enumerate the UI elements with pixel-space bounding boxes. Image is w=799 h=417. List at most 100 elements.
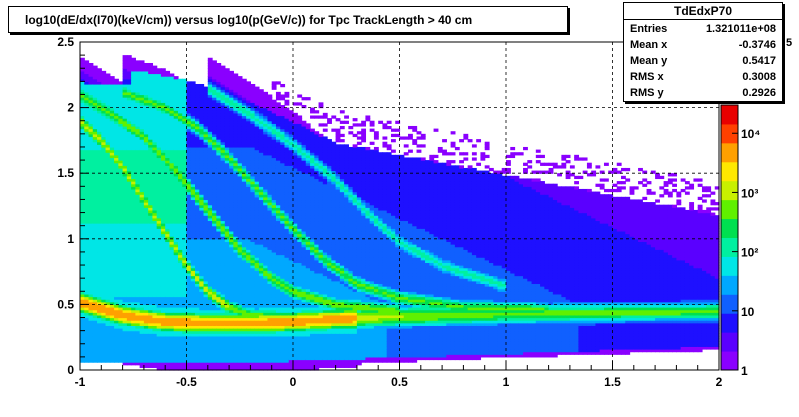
heatmap-cell xyxy=(80,349,85,353)
heatmap-cell xyxy=(131,351,136,355)
heatmap-cell xyxy=(207,194,213,198)
heatmap-cell xyxy=(105,351,111,355)
heatmap-cell xyxy=(88,238,94,243)
heatmap-cell xyxy=(97,209,102,214)
heatmap-cell xyxy=(216,209,222,214)
heatmap-cell xyxy=(263,354,269,358)
heatmap-cell xyxy=(199,191,205,195)
heatmap-cell xyxy=(229,202,234,206)
heatmap-cell xyxy=(258,191,264,195)
heatmap-cell xyxy=(263,270,269,274)
heatmap-cell xyxy=(97,183,102,187)
heatmap-cell xyxy=(195,317,200,321)
heatmap-cell xyxy=(160,286,166,290)
heatmap-cell xyxy=(88,97,94,101)
heatmap-cell xyxy=(80,167,85,172)
heatmap-cell xyxy=(254,230,260,235)
heatmap-cell xyxy=(148,293,154,298)
heatmap-cell xyxy=(199,238,205,243)
heatmap-cell xyxy=(135,280,141,285)
heatmap-cell xyxy=(160,307,166,311)
heatmap-cell xyxy=(122,133,128,138)
heatmap-cell xyxy=(118,309,124,313)
heatmap-cell xyxy=(195,249,200,253)
heatmap-cell xyxy=(131,154,136,159)
heatmap-cell xyxy=(101,351,107,355)
heatmap-cell xyxy=(148,335,154,340)
heatmap-cell xyxy=(258,317,264,321)
heatmap-cell xyxy=(173,160,179,164)
heatmap-cell xyxy=(80,233,85,237)
heatmap-cell xyxy=(139,251,145,256)
heatmap-cell xyxy=(88,359,94,363)
heatmap-cell xyxy=(186,104,192,109)
heatmap-cell xyxy=(135,362,141,366)
heatmap-cell xyxy=(118,230,124,235)
heatmap-cell xyxy=(92,162,98,166)
heatmap-cell xyxy=(220,104,226,109)
heatmap-cell xyxy=(177,283,183,287)
heatmap-cell xyxy=(207,280,213,285)
heatmap-cell xyxy=(241,91,247,96)
heatmap-cell xyxy=(152,254,158,258)
heatmap-cell xyxy=(203,299,209,303)
heatmap-cell xyxy=(165,341,171,345)
heatmap-cell xyxy=(199,246,205,250)
heatmap-cell xyxy=(233,283,239,287)
heatmap-cell xyxy=(250,165,256,169)
heatmap-cell xyxy=(109,356,115,361)
heatmap-cell xyxy=(203,220,209,224)
heatmap-cell xyxy=(207,133,213,138)
heatmap-cell xyxy=(258,183,264,187)
heatmap-cell xyxy=(105,280,111,285)
heatmap-cell xyxy=(114,230,119,235)
heatmap-cell xyxy=(195,238,200,243)
heatmap-cell xyxy=(139,244,145,248)
heatmap-cell xyxy=(190,356,196,361)
heatmap-cell xyxy=(250,141,256,145)
heatmap-cell xyxy=(224,267,230,271)
heatmap-cell xyxy=(233,314,239,319)
heatmap-cell xyxy=(237,123,243,127)
heatmap-cell xyxy=(148,349,154,353)
heatmap-cell xyxy=(139,296,145,300)
heatmap-cell xyxy=(105,149,111,153)
heatmap-cell xyxy=(186,120,192,124)
heatmap-cell xyxy=(118,102,124,106)
heatmap-cell xyxy=(254,149,260,153)
heatmap-cell xyxy=(105,86,111,90)
heatmap-cell xyxy=(169,209,175,214)
heatmap-cell xyxy=(237,286,243,290)
heatmap-cell xyxy=(80,178,85,182)
heatmap-cell xyxy=(229,99,234,103)
heatmap-cell xyxy=(114,238,119,243)
heatmap-cell xyxy=(152,167,158,172)
heatmap-cell xyxy=(156,144,162,148)
heatmap-cell xyxy=(250,120,256,124)
heatmap-cell xyxy=(131,246,136,250)
heatmap-cell xyxy=(135,165,141,169)
heatmap-cell xyxy=(199,139,205,143)
heatmap-cell xyxy=(203,86,209,90)
heatmap-cell xyxy=(135,228,141,232)
heatmap-cell xyxy=(237,167,243,172)
heatmap-cell xyxy=(186,83,192,88)
heatmap-cell xyxy=(229,233,234,237)
heatmap-cell xyxy=(101,89,107,93)
heatmap-cell xyxy=(165,167,171,172)
heatmap-cell xyxy=(177,104,183,109)
heatmap-cell xyxy=(250,157,256,161)
heatmap-cell xyxy=(148,94,154,98)
heatmap-cell xyxy=(186,194,192,198)
heatmap-cell xyxy=(229,362,234,366)
heatmap-cell xyxy=(250,102,256,106)
heatmap-cell xyxy=(169,154,175,159)
heatmap-cell xyxy=(148,325,154,329)
heatmap-cell xyxy=(165,367,171,371)
heatmap-cell xyxy=(84,272,90,277)
heatmap-cell xyxy=(224,249,230,253)
heatmap-cell xyxy=(224,123,230,127)
heatmap-cell xyxy=(203,99,209,103)
heatmap-cell xyxy=(148,259,154,264)
heatmap-cell xyxy=(160,288,166,292)
